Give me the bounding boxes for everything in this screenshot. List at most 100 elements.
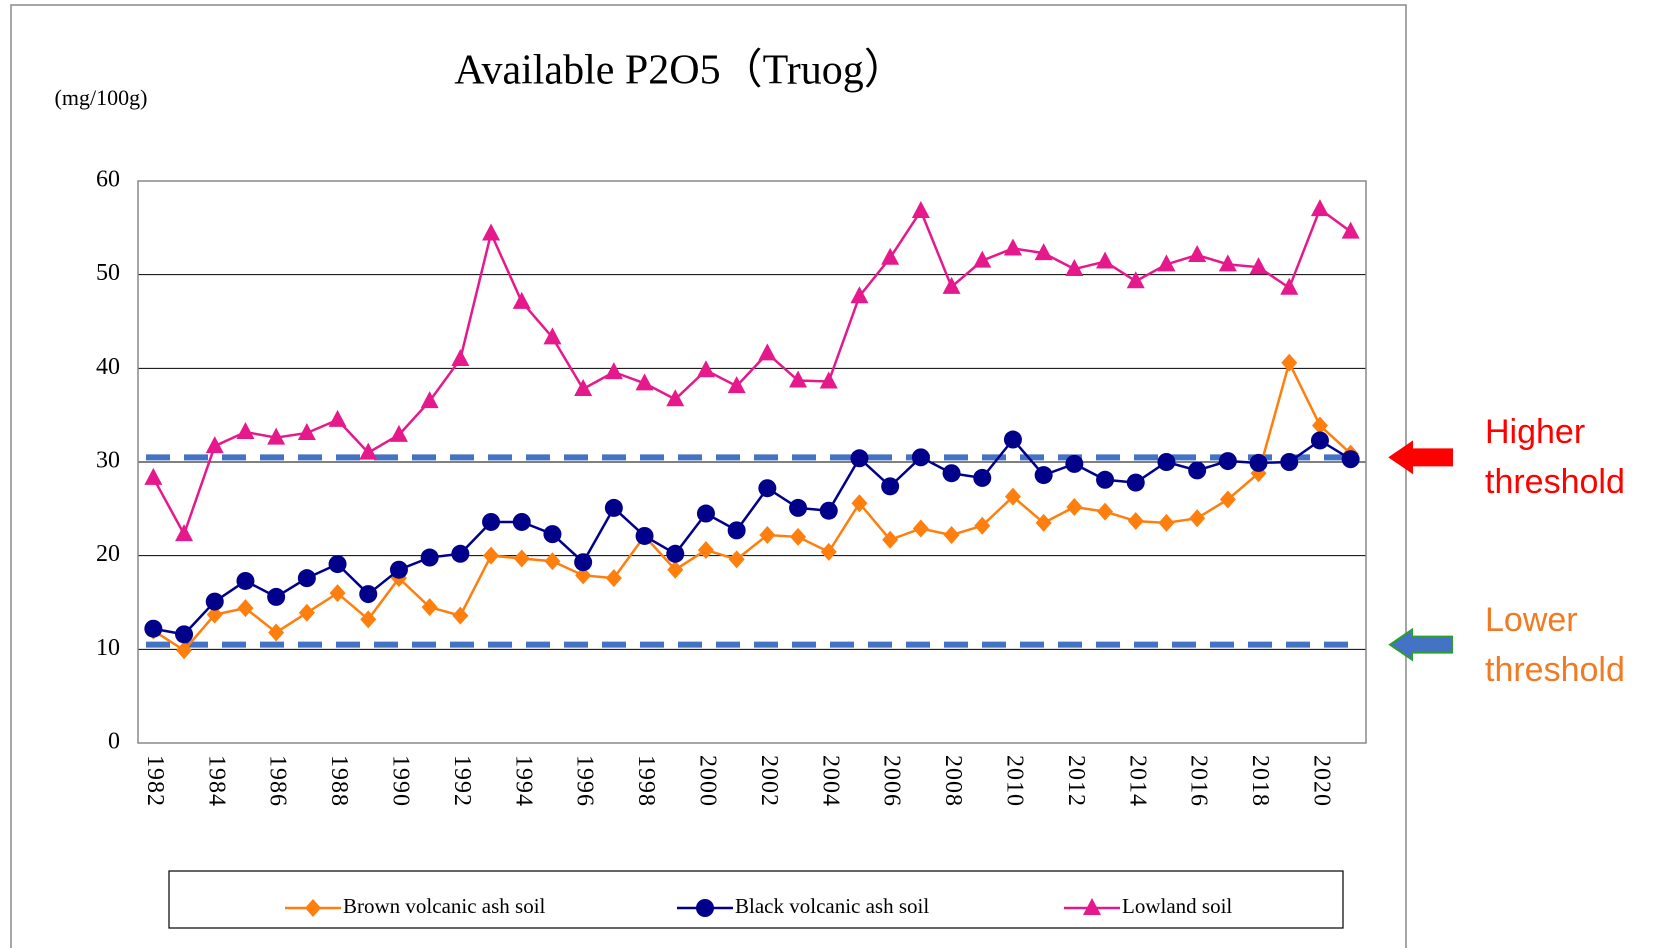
x-tick-label: 1996 (572, 755, 598, 807)
point (1097, 502, 1114, 521)
point (881, 247, 900, 265)
x-tick-label: 2020 (1308, 755, 1334, 807)
point (1249, 257, 1268, 275)
y-tick-label: 20 (96, 541, 120, 567)
x-tick-label: 1984 (203, 755, 229, 807)
x-tick-label: 1982 (142, 755, 168, 807)
point (1249, 453, 1268, 472)
point (1035, 513, 1052, 532)
point (451, 348, 470, 366)
chart-frame (10, 4, 1407, 948)
point (206, 605, 223, 624)
point (268, 623, 285, 642)
x-tick-label: 1994 (510, 755, 536, 807)
x-tick-label: 2004 (817, 755, 843, 807)
point (604, 362, 623, 380)
point (696, 504, 715, 523)
legend-marker (1083, 898, 1101, 915)
point (1065, 454, 1084, 473)
point (1034, 466, 1053, 485)
point (1280, 277, 1299, 295)
legend-label: Lowland soil (1122, 894, 1232, 918)
point (176, 641, 193, 660)
legend-marker (305, 899, 321, 917)
point (1066, 497, 1083, 516)
point (850, 286, 869, 304)
x-tick-label: 2006 (879, 755, 905, 807)
x-tick-label: 2016 (1186, 755, 1212, 807)
point (1189, 509, 1206, 528)
point (205, 592, 224, 611)
legend-box (168, 870, 1344, 929)
point (1281, 353, 1298, 372)
point (759, 526, 776, 545)
point (850, 449, 869, 468)
point (267, 587, 286, 606)
point (696, 360, 715, 378)
point (389, 424, 408, 442)
point (1341, 221, 1360, 239)
point (328, 409, 347, 427)
point (359, 442, 378, 460)
point (697, 541, 714, 560)
point (1157, 453, 1176, 471)
point (575, 566, 592, 585)
point (635, 373, 654, 391)
point (604, 498, 623, 517)
point (667, 560, 684, 579)
x-tick-label: 1988 (326, 755, 352, 807)
chart-title: Available P2O5（Truog） (454, 48, 906, 94)
point (237, 599, 254, 618)
point (360, 610, 377, 629)
y-tick-label: 0 (108, 729, 120, 755)
series-line (152, 359, 1352, 652)
x-tick-label: 1998 (633, 755, 659, 807)
point (1003, 238, 1022, 256)
point (1003, 430, 1022, 449)
legend-marker (696, 899, 714, 917)
point (543, 525, 562, 544)
point (389, 560, 408, 579)
point (298, 603, 315, 622)
threshold-label: Higher threshold (1485, 413, 1625, 502)
point (974, 516, 991, 535)
point (635, 526, 654, 545)
point (544, 552, 561, 571)
point (359, 585, 378, 604)
point (267, 427, 286, 445)
threshold-label: Lower threshold (1485, 600, 1625, 689)
point (297, 569, 316, 588)
point (1341, 450, 1360, 469)
point (942, 276, 961, 294)
point (973, 468, 992, 487)
series-line (153, 437, 1352, 636)
point (727, 376, 746, 394)
x-tick-label: 2018 (1247, 755, 1273, 807)
x-tick-label: 2010 (1001, 755, 1027, 807)
point (666, 544, 685, 563)
point (728, 550, 745, 569)
x-tick-label: 2000 (694, 755, 720, 807)
y-tick-label: 30 (96, 448, 120, 474)
point (483, 546, 500, 565)
point (1127, 512, 1144, 531)
point (1188, 461, 1207, 480)
point (912, 519, 929, 538)
point (420, 391, 439, 409)
x-tick-label: 1986 (265, 755, 291, 807)
point (1157, 254, 1176, 272)
point (820, 542, 837, 561)
point (789, 498, 808, 517)
point (943, 526, 960, 545)
plot-border (137, 180, 1367, 744)
point (329, 584, 346, 603)
point (144, 467, 163, 485)
point (1218, 254, 1237, 272)
threshold-arrow (1388, 440, 1453, 475)
point (789, 370, 808, 388)
x-tick-label: 1992 (449, 755, 475, 807)
point (543, 327, 562, 345)
x-tick-label: 2012 (1063, 755, 1089, 807)
point (482, 512, 501, 531)
